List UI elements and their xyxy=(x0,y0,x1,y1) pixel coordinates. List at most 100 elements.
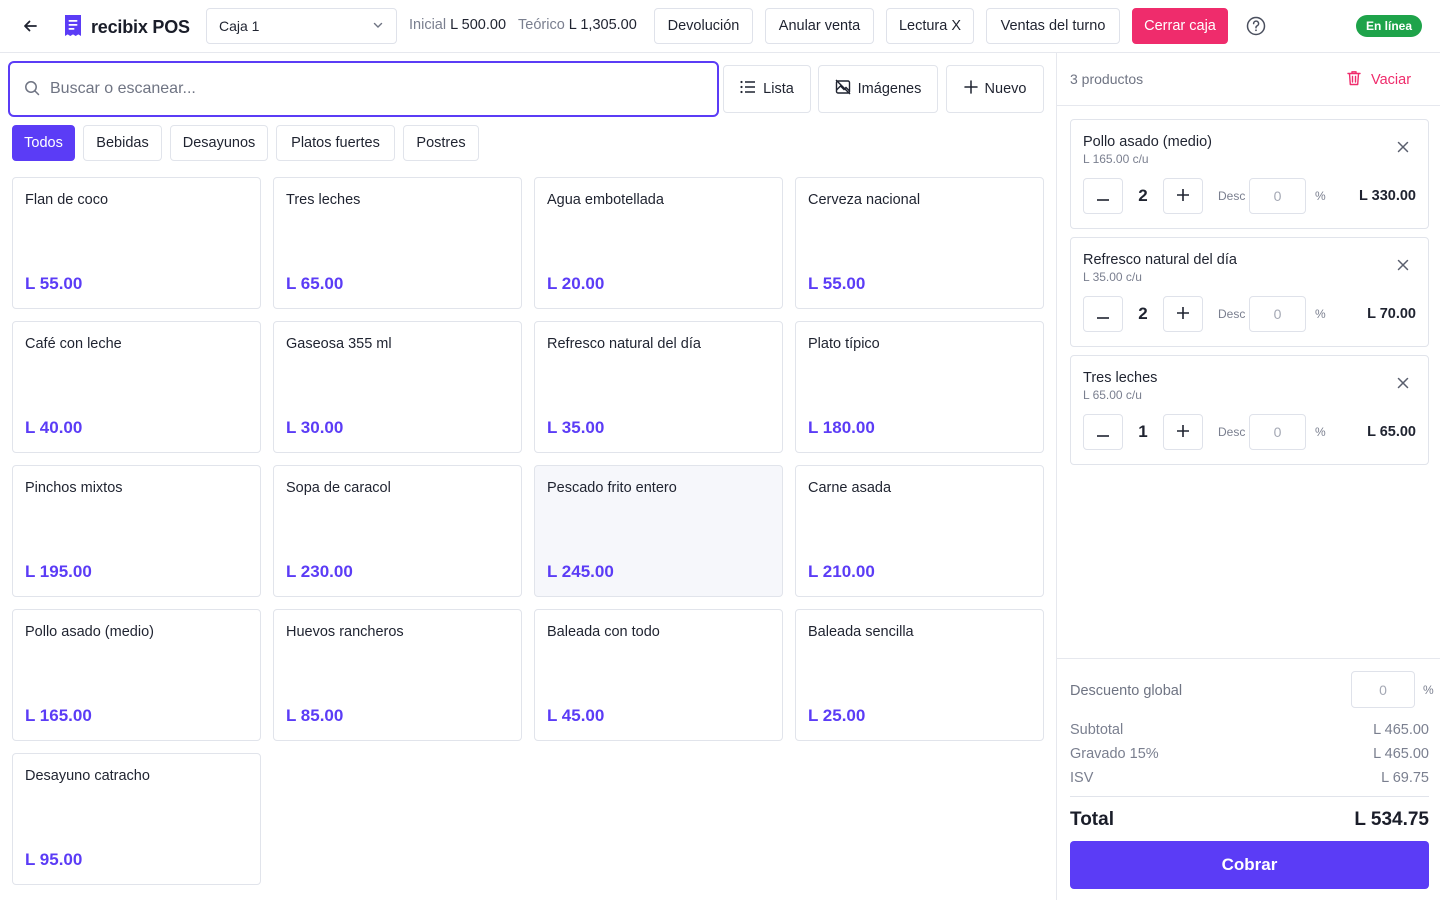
new-product-button[interactable]: Nuevo xyxy=(946,65,1044,113)
product-name: Gaseosa 355 ml xyxy=(286,336,392,352)
subtotal-row: Subtotal L 465.00 xyxy=(1070,722,1429,738)
void-sale-button[interactable]: Anular venta xyxy=(765,8,874,44)
x-reading-button[interactable]: Lectura X xyxy=(886,8,974,44)
cart-item-unit-price: L 165.00 c/u xyxy=(1083,152,1149,166)
product-name: Baleada con todo xyxy=(547,624,660,640)
list-view-button[interactable]: Lista xyxy=(723,65,811,113)
category-tab-todos[interactable]: Todos xyxy=(12,125,75,161)
search-icon xyxy=(24,80,40,99)
product-name: Cerveza nacional xyxy=(808,192,921,208)
search-box[interactable] xyxy=(8,61,719,117)
receipt-icon xyxy=(63,14,83,41)
product-price: L 20.00 xyxy=(547,274,605,293)
product-name: Pescado frito entero xyxy=(547,480,677,496)
product-price: L 165.00 xyxy=(25,706,92,725)
product-card[interactable]: Flan de coco L 55.00 xyxy=(12,177,261,309)
product-name: Carne asada xyxy=(808,480,892,496)
product-card[interactable]: Agua embotellada L 20.00 xyxy=(534,177,783,309)
total-value: L 534.75 xyxy=(1354,809,1429,830)
item-discount-input[interactable] xyxy=(1249,414,1306,450)
total-label: Total xyxy=(1070,809,1114,830)
increase-qty-button[interactable] xyxy=(1163,414,1203,450)
product-name: Desayuno catracho xyxy=(25,768,150,784)
list-icon xyxy=(740,80,756,98)
clear-cart-button[interactable]: Vaciar xyxy=(1347,70,1411,90)
product-price: L 230.00 xyxy=(286,562,353,581)
list-view-label: Lista xyxy=(763,81,794,97)
product-price: L 195.00 xyxy=(25,562,92,581)
increase-qty-button[interactable] xyxy=(1163,296,1203,332)
product-card[interactable]: Cerveza nacional L 55.00 xyxy=(795,177,1044,309)
plus-icon xyxy=(963,80,978,98)
help-icon[interactable] xyxy=(1246,16,1266,36)
product-name: Huevos rancheros xyxy=(286,624,404,640)
close-icon[interactable] xyxy=(1394,256,1412,274)
product-name: Sopa de caracol xyxy=(286,480,391,496)
product-card[interactable]: Pescado frito entero L 245.00 xyxy=(534,465,783,597)
close-register-button[interactable]: Cerrar caja xyxy=(1132,8,1228,44)
initial-label: Inicial xyxy=(409,17,447,33)
product-price: L 30.00 xyxy=(286,418,344,437)
decrease-qty-button[interactable] xyxy=(1083,178,1123,214)
back-arrow-icon[interactable] xyxy=(18,14,42,38)
taxable-label: Gravado 15% xyxy=(1070,746,1159,762)
product-card[interactable]: Baleada con todo L 45.00 xyxy=(534,609,783,741)
category-tab-postres[interactable]: Postres xyxy=(403,125,479,161)
cart-item-count: 3 productos xyxy=(1070,71,1144,87)
cart-item-name: Refresco natural del día xyxy=(1083,252,1237,268)
tax-label: ISV xyxy=(1070,770,1094,786)
search-input[interactable] xyxy=(50,80,717,98)
increase-qty-button[interactable] xyxy=(1163,178,1203,214)
cart-item: Refresco natural del día L 35.00 c/u 2 D… xyxy=(1070,237,1429,347)
close-icon[interactable] xyxy=(1394,374,1412,392)
product-card[interactable]: Tres leches L 65.00 xyxy=(273,177,522,309)
product-card[interactable]: Refresco natural del día L 35.00 xyxy=(534,321,783,453)
item-discount-input[interactable] xyxy=(1249,178,1306,214)
taxable-row: Gravado 15% L 465.00 xyxy=(1070,746,1429,762)
close-icon[interactable] xyxy=(1394,138,1412,156)
images-toggle-button[interactable]: Imágenes xyxy=(818,65,938,113)
cart-item-qty: 2 xyxy=(1138,186,1148,205)
minus-icon xyxy=(1097,188,1109,204)
product-price: L 25.00 xyxy=(808,706,866,725)
product-name: Pollo asado (medio) xyxy=(25,624,154,640)
decrease-qty-button[interactable] xyxy=(1083,296,1123,332)
product-card[interactable]: Gaseosa 355 ml L 30.00 xyxy=(273,321,522,453)
decrease-qty-button[interactable] xyxy=(1083,414,1123,450)
global-discount-input[interactable] xyxy=(1351,671,1415,708)
shift-sales-button[interactable]: Ventas del turno xyxy=(986,8,1120,44)
cart-item-unit-price: L 65.00 c/u xyxy=(1083,388,1142,402)
product-card[interactable]: Huevos rancheros L 85.00 xyxy=(273,609,522,741)
product-card[interactable]: Pollo asado (medio) L 165.00 xyxy=(12,609,261,741)
app-name: recibix POS xyxy=(91,17,190,37)
product-name: Flan de coco xyxy=(25,192,109,208)
cart-header: 3 productos Vaciar xyxy=(1057,53,1440,106)
pay-button[interactable]: Cobrar xyxy=(1070,841,1429,889)
product-price: L 55.00 xyxy=(808,274,866,293)
plus-icon xyxy=(1177,424,1189,440)
theoretical-value: L 1,305.00 xyxy=(568,17,637,33)
app-logo: recibix POS xyxy=(63,14,190,41)
product-card[interactable]: Pinchos mixtos L 195.00 xyxy=(12,465,261,597)
product-card[interactable]: Desayuno catracho L 95.00 xyxy=(12,753,261,885)
product-card[interactable]: Sopa de caracol L 230.00 xyxy=(273,465,522,597)
product-card[interactable]: Café con leche L 40.00 xyxy=(12,321,261,453)
percent-label: % xyxy=(1423,683,1434,697)
plus-icon xyxy=(1177,188,1189,204)
category-tab-desayunos[interactable]: Desayunos xyxy=(170,125,268,161)
return-button[interactable]: Devolución xyxy=(654,8,753,44)
register-select-value: Caja 1 xyxy=(219,18,260,34)
product-name: Baleada sencilla xyxy=(808,624,914,640)
product-price: L 45.00 xyxy=(547,706,605,725)
chevron-down-icon xyxy=(372,18,384,34)
register-select[interactable]: Caja 1 xyxy=(206,8,397,44)
product-card[interactable]: Plato típico L 180.00 xyxy=(795,321,1044,453)
product-card[interactable]: Carne asada L 210.00 xyxy=(795,465,1044,597)
category-tab-platos-fuertes[interactable]: Platos fuertes xyxy=(276,125,395,161)
percent-label: % xyxy=(1315,425,1326,439)
cart-summary: Descuento global % Subtotal L 465.00 Gra… xyxy=(1057,658,1440,900)
item-discount-input[interactable] xyxy=(1249,296,1306,332)
minus-icon xyxy=(1097,306,1109,322)
category-tab-bebidas[interactable]: Bebidas xyxy=(83,125,162,161)
product-card[interactable]: Baleada sencilla L 25.00 xyxy=(795,609,1044,741)
